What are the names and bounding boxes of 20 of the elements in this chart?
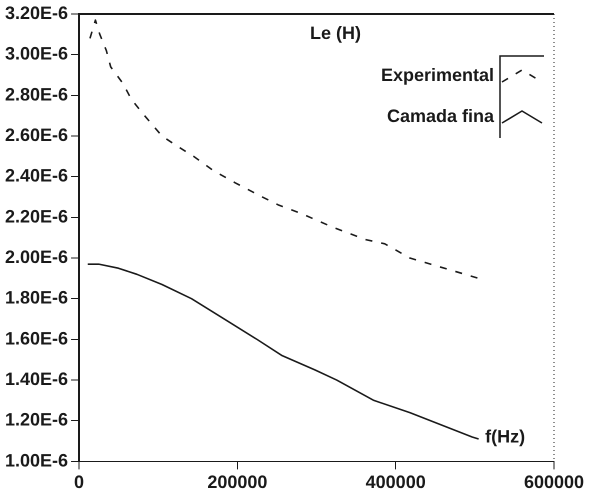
- y-tick-label: 2.20E-6: [4, 206, 68, 226]
- y-tick-label: 1.20E-6: [4, 410, 68, 430]
- y-tick-label: 1.40E-6: [4, 369, 68, 390]
- y-tick-label: 2.00E-6: [4, 247, 68, 268]
- x-tick-label: 600000: [524, 472, 584, 492]
- x-tick-label: 0: [74, 472, 84, 492]
- legend-label: Camada fina: [386, 106, 495, 126]
- y-tick-label: 1.60E-6: [4, 328, 68, 348]
- y-tick-label: 2.60E-6: [4, 124, 68, 145]
- legend-title: Le (H): [310, 22, 361, 43]
- legend-label: Experimental: [380, 64, 494, 85]
- y-tick-label: 3.00E-6: [4, 44, 68, 64]
- y-tick-label: 3.20E-6: [4, 2, 68, 23]
- x-tick-label: 400000: [366, 472, 426, 492]
- x-tick-label: 200000: [207, 472, 268, 492]
- y-tick-label: 1.80E-6: [4, 288, 68, 308]
- y-tick-label: 2.80E-6: [4, 84, 68, 104]
- x-axis-title: f(Hz): [485, 426, 526, 446]
- y-tick-label: 2.40E-6: [4, 166, 68, 186]
- y-tick-label: 1.00E-6: [4, 450, 68, 470]
